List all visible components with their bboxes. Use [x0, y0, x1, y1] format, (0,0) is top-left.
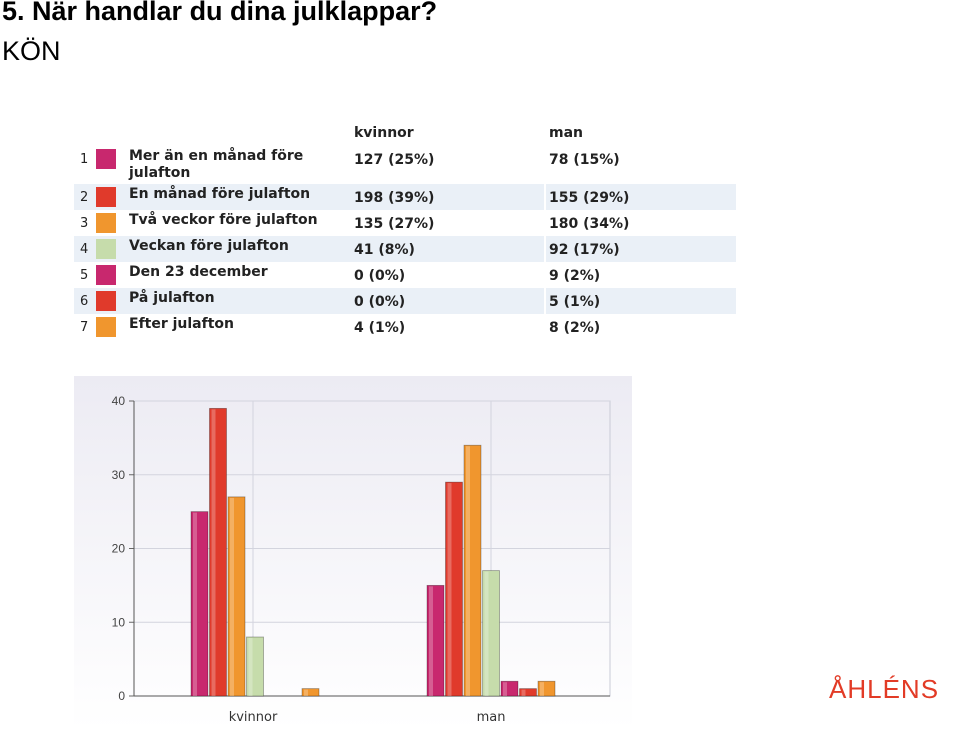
bar	[209, 407, 227, 697]
bar	[445, 481, 463, 697]
color-swatch	[96, 265, 116, 285]
row-label: Mer än en månad före julafton	[129, 148, 304, 181]
bar-highlight	[466, 446, 470, 696]
table-row: 2 En månad före julafton 198 (39%) 155 (29%…	[74, 184, 736, 210]
color-swatch	[96, 213, 116, 233]
row-label: Veckan före julafton	[129, 238, 289, 254]
bar-highlight	[248, 638, 253, 696]
bar	[463, 444, 482, 697]
column-separator	[544, 184, 546, 210]
bar	[190, 511, 209, 697]
row-number: 6	[80, 294, 89, 309]
brand-wordmark: ÅHLÉNS	[829, 674, 939, 702]
bar	[301, 688, 320, 697]
table-row: 4 Veckan före julafton 41 (8%) 92 (17%)	[74, 236, 736, 262]
color-swatch	[96, 149, 116, 169]
value-kvinnor: 0 (0%)	[354, 268, 406, 284]
row-label: Efter julafton	[129, 316, 234, 332]
value-man: 78 (15%)	[549, 152, 620, 168]
row-number: 7	[80, 320, 89, 335]
value-man: 5 (1%)	[549, 294, 601, 310]
table-header: kvinnor man	[74, 122, 736, 146]
y-tick-label: 40	[112, 394, 126, 408]
bar-highlight	[193, 512, 197, 696]
column-separator	[544, 314, 546, 340]
color-swatch	[96, 187, 116, 207]
x-tick-label: man	[477, 710, 506, 725]
chart-background	[74, 376, 632, 730]
row-label: En månad före julafton	[129, 186, 311, 202]
bar	[482, 570, 500, 697]
row-number: 1	[80, 152, 89, 167]
value-man: 155 (29%)	[549, 190, 630, 206]
table-row: 7 Efter julafton 4 (1%) 8 (2%)	[74, 314, 736, 340]
table-row: 1 Mer än en månad före julafton 127 (25%) 7…	[74, 146, 736, 184]
bar-highlight	[521, 689, 526, 696]
column-separator	[544, 236, 546, 262]
table-row: 6 På julafton 0 (0%) 5 (1%)	[74, 288, 736, 314]
column-header-kvinnor: kvinnor	[354, 125, 414, 141]
value-kvinnor: 198 (39%)	[354, 190, 435, 206]
ahlens-logo: ÅHLÉNS	[829, 674, 939, 702]
y-tick-label: 0	[118, 689, 125, 703]
bar-highlight	[503, 682, 507, 696]
value-kvinnor: 127 (25%)	[354, 152, 435, 168]
color-swatch	[96, 239, 116, 259]
bar-highlight	[230, 497, 234, 696]
y-tick-label: 20	[112, 542, 126, 556]
bar-highlight	[484, 571, 489, 696]
column-separator	[544, 210, 546, 236]
row-number: 4	[80, 242, 89, 257]
bar	[519, 688, 537, 697]
value-man: 92 (17%)	[549, 242, 620, 258]
bar	[246, 636, 264, 697]
row-number: 3	[80, 216, 89, 231]
results-table: kvinnor man 1 Mer än en månad före julaft…	[74, 122, 736, 340]
bar-highlight	[429, 586, 433, 696]
bar-highlight	[540, 682, 544, 696]
color-swatch	[96, 291, 116, 311]
y-tick-label: 10	[112, 615, 126, 629]
bar	[537, 680, 556, 697]
value-man: 9 (2%)	[549, 268, 601, 284]
column-separator	[544, 288, 546, 314]
chart-svg: 0 10 20 30 40 kvinnor man	[74, 376, 632, 730]
row-label: Två veckor före julafton	[129, 212, 318, 228]
bar	[426, 584, 445, 697]
value-man: 8 (2%)	[549, 320, 601, 336]
color-swatch	[96, 317, 116, 337]
bar-highlight	[211, 409, 216, 696]
x-tick-label: kvinnor	[229, 710, 278, 725]
value-man: 180 (34%)	[549, 216, 630, 232]
bar-chart: 0 10 20 30 40 kvinnor man	[74, 376, 632, 730]
bar	[500, 680, 519, 697]
value-kvinnor: 4 (1%)	[354, 320, 406, 336]
column-separator	[544, 262, 546, 288]
value-kvinnor: 0 (0%)	[354, 294, 406, 310]
page-title: 5. När handlar du dina julklappar?	[2, 0, 438, 26]
y-tick-label: 30	[112, 468, 126, 482]
bar-highlight	[304, 689, 308, 696]
page-subtitle: KÖN	[2, 36, 61, 66]
bar	[227, 496, 246, 697]
value-kvinnor: 41 (8%)	[354, 242, 415, 258]
column-separator	[544, 146, 546, 184]
row-number: 2	[80, 190, 89, 205]
value-kvinnor: 135 (27%)	[354, 216, 435, 232]
table-row: 3 Två veckor före julafton 135 (27%) 180 (3…	[74, 210, 736, 236]
row-label: På julafton	[129, 290, 215, 306]
column-header-man: man	[549, 125, 584, 141]
table-row: 5 Den 23 december 0 (0%) 9 (2%)	[74, 262, 736, 288]
row-label: Den 23 december	[129, 264, 268, 280]
bar-highlight	[447, 483, 452, 696]
row-number: 5	[80, 268, 89, 283]
